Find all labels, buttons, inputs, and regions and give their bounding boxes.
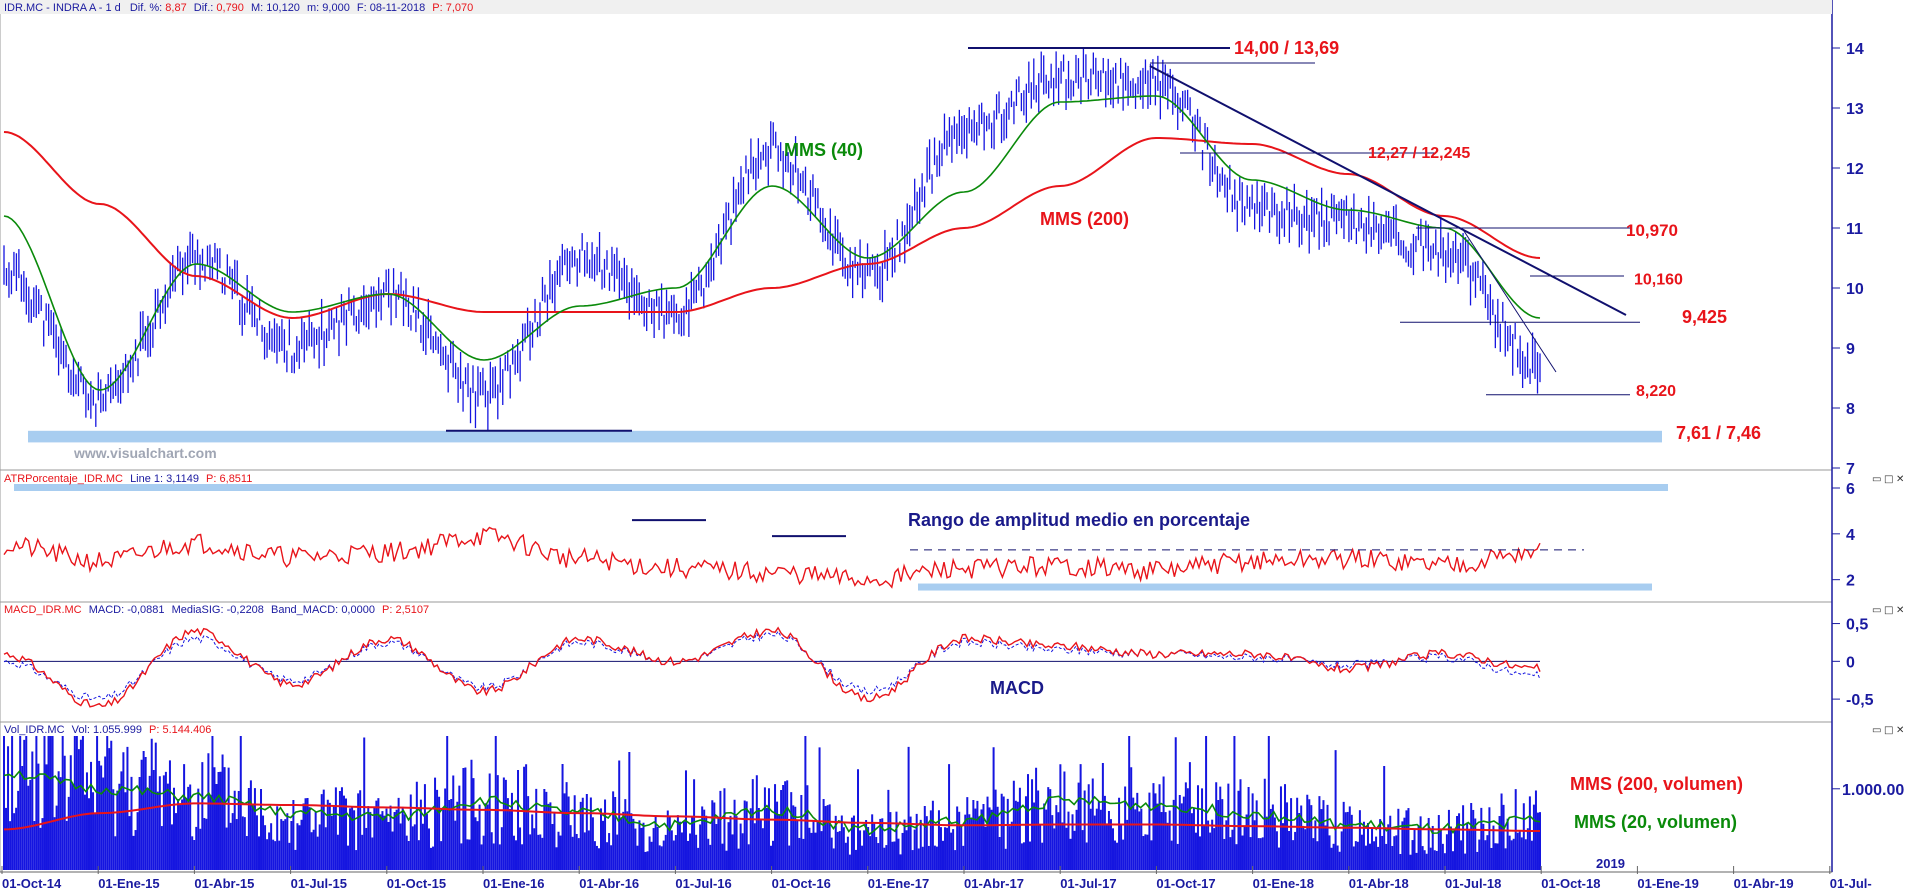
axes: 01-Oct-14 01-Ene-15 01-Abr-15 01-Jul-15 01-O…: [0, 856, 1872, 891]
x-tick-label: 01-Oct-16: [772, 876, 831, 891]
annotation-label: 10,160: [1634, 271, 1683, 288]
mms200-line: [3, 131, 1541, 320]
vol-mms20-line: [3, 769, 1541, 836]
macd-signal-line: [3, 630, 1541, 701]
panel-controls[interactable]: ▭ □ ✕ ▭ □ ✕ ▭ □ ✕: [1872, 474, 1904, 736]
atr-header: ATRPorcentaje_IDR.MC Line 1: 3,1149 P: 6…: [4, 473, 252, 485]
x-tick-label: 01-Ene-16: [483, 876, 544, 891]
x-tick-label: 01-Abr-18: [1349, 876, 1409, 891]
atr-upper-band: [14, 484, 1668, 491]
annotation-label: 7,61 / 7,46: [1676, 423, 1761, 443]
y-tick-label: 9: [1846, 341, 1855, 358]
mms40-line: [3, 95, 1541, 391]
volume-header: Vol_IDR.MC Vol: 1.055.999 P: 5.144.406: [4, 724, 211, 736]
x-tick-label: 01-Oct-15: [387, 876, 446, 891]
x-tick-label: 01-Abr-17: [964, 876, 1024, 891]
watermark: www.visualchart.com: [73, 445, 217, 461]
x-tick-label: 01-Abr-19: [1734, 876, 1794, 891]
annotation-label: 12,27 / 12,245: [1368, 145, 1470, 162]
y-tick-label: 7: [1846, 461, 1855, 478]
x-tick-label: 01-Abr-16: [579, 876, 639, 891]
annotation-label: 14,00 / 13,69: [1234, 38, 1339, 58]
vol-annotation-mms20: MMS (20, volumen): [1574, 812, 1737, 832]
y-tick-label: 14: [1846, 41, 1864, 58]
y-tick-label: 0,5: [1846, 617, 1868, 634]
x-tick-label: 01-Ene-15: [98, 876, 159, 891]
trend-line: [1149, 65, 1627, 316]
restore-icon[interactable]: □: [1884, 605, 1893, 616]
x-tick-label: 01-Jul-17: [1060, 876, 1116, 891]
atr-annotation: Rango de amplitud medio en porcentaje: [908, 510, 1250, 530]
annotation-label: MMS (200): [1040, 209, 1129, 229]
x-tick-label: 01-Oct-18: [1541, 876, 1600, 891]
atr-panel: Rango de amplitud medio en porcentaje 6 4 2: [3, 481, 1855, 591]
x-tick-label: 01-Jul-18: [1445, 876, 1501, 891]
vol-annotation-mms200: MMS (200, volumen): [1570, 774, 1743, 794]
x-tick-label: 01-Oct-14: [2, 876, 62, 891]
annotation-label: MMS (40): [784, 140, 863, 160]
restore-icon[interactable]: □: [1884, 725, 1893, 736]
close-icon[interactable]: ✕: [1896, 605, 1904, 616]
y-tick-label: 12: [1846, 161, 1864, 178]
price-header-bar: [0, 0, 1832, 14]
y-tick-label: 6: [1846, 481, 1855, 498]
x-tick-label: 01-Oct-17: [1156, 876, 1215, 891]
price-panel: 14,00 / 13,69 12,27 / 12,245 10,970 10,160 9…: [3, 38, 1864, 478]
annotation-label: 9,425: [1682, 307, 1727, 327]
panel-frames: [0, 0, 1833, 873]
close-icon[interactable]: ✕: [1896, 474, 1904, 485]
x-tick-label: 01-Jul-16: [675, 876, 731, 891]
y-tick-label: 1.000.00: [1842, 782, 1904, 799]
volume-panel: MMS (200, volumen) MMS (20, volumen) 1.000…: [3, 736, 1904, 870]
year-marker: 2019: [1596, 856, 1625, 871]
y-tick-label: 10: [1846, 281, 1864, 298]
y-tick-label: 8: [1846, 401, 1855, 418]
y-tick-label: 2: [1846, 573, 1855, 590]
support-band: [28, 430, 1662, 443]
macd-line: [3, 626, 1541, 708]
macd-panel: MACD 0,5 0 -0,5: [3, 617, 1874, 709]
y-tick-label: 0: [1846, 654, 1855, 671]
atr-lower-band: [918, 583, 1652, 591]
minimize-icon[interactable]: ▭: [1872, 725, 1881, 736]
x-tick-label: 01-Jul-15: [291, 876, 347, 891]
x-tick-label: 01-Ene-19: [1637, 876, 1698, 891]
price-header: IDR.MC - INDRA A - 1 d Dif. %: 8,87 Dif.…: [4, 2, 473, 14]
y-tick-label: -0,5: [1846, 692, 1874, 709]
vol-mms200-line: [3, 802, 1540, 832]
x-tick-label: 01-Ene-18: [1253, 876, 1314, 891]
x-tick-label: 01-Jul-: [1830, 876, 1872, 891]
trend-line-short: [1461, 227, 1557, 373]
macd-annotation: MACD: [990, 678, 1044, 698]
minimize-icon[interactable]: ▭: [1872, 474, 1881, 485]
y-tick-label: 4: [1846, 527, 1855, 544]
close-icon[interactable]: ✕: [1896, 725, 1904, 736]
minimize-icon[interactable]: ▭: [1872, 605, 1881, 616]
restore-icon[interactable]: □: [1884, 474, 1893, 485]
macd-header: MACD_IDR.MC MACD: -0,0881 MediaSIG: -0,2…: [4, 604, 429, 616]
annotation-label: 8,220: [1636, 383, 1676, 400]
x-tick-label: 01-Abr-15: [194, 876, 254, 891]
x-tick-label: 01-Ene-17: [868, 876, 929, 891]
atr-line: [3, 526, 1541, 589]
annotation-label: 10,970: [1626, 221, 1678, 240]
y-tick-label: 13: [1846, 101, 1864, 118]
y-tick-label: 11: [1846, 221, 1863, 238]
